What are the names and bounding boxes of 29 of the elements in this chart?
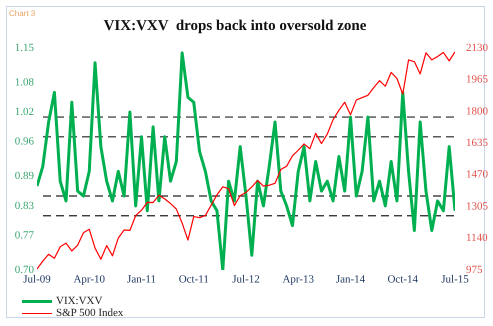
y2-tick-label: 1965 [466, 74, 488, 86]
x-tick-label: Oct-14 [387, 273, 419, 286]
x-tick-label: Jul-15 [441, 273, 470, 286]
y-tick-label: 1.02 [14, 106, 34, 118]
y-tick-label: 0.70 [14, 264, 34, 276]
legend-label: S&P 500 Index [56, 307, 124, 319]
x-tick-label: Apr-13 [282, 273, 315, 286]
x-tick-label: Apr-10 [73, 273, 106, 286]
y-tick-label: 1.08 [14, 76, 34, 88]
caption: Chart 3 [9, 9, 36, 18]
y-tick-label: 1.15 [14, 42, 34, 54]
y2-tick-label: 1305 [466, 200, 488, 212]
y-tick-label: 0.77 [14, 229, 34, 242]
y2-tick-label: 2130 [466, 42, 488, 54]
x-tick-label: Jul-09 [23, 273, 52, 286]
legend-label: VIX:VXV [56, 295, 102, 307]
x-tick-label: Oct-11 [178, 273, 209, 286]
y2-tick-label: 1470 [466, 168, 488, 181]
y2-tick-label: 1140 [466, 232, 488, 244]
y-tick-label: 0.96 [14, 136, 34, 148]
y-tick-label: 0.89 [14, 170, 34, 182]
y2-tick-label: 1800 [466, 105, 488, 118]
x-tick-label: Jan-11 [127, 273, 156, 286]
x-tick-label: Jul-12 [232, 273, 260, 286]
y2-tick-label: 1635 [466, 137, 488, 150]
y2-tick-label: 975 [466, 264, 483, 276]
chart-title: VIX:VXV drops back into oversold zone [104, 18, 367, 34]
x-tick-label: Jan-14 [336, 273, 366, 286]
y-tick-label: 0.83 [14, 200, 34, 212]
